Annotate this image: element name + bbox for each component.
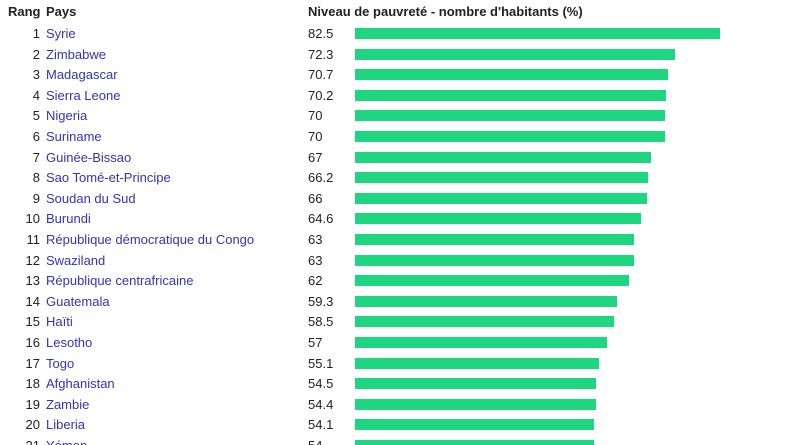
rank: 13 [25,273,40,289]
bar [355,172,648,184]
rank: 3 [32,67,40,83]
rank: 5 [32,108,40,124]
value-label: 70 [308,108,323,124]
value-label: 54.1 [308,417,334,433]
country-link[interactable]: Yémen [46,438,87,445]
rank: 10 [25,211,40,227]
country-link[interactable]: République démocratique du Congo [46,232,255,247]
bar [355,110,665,122]
rank: 18 [25,376,40,392]
value-label: 63 [308,232,323,247]
rank: 15 [25,314,40,330]
value-label: 54.4 [308,396,334,412]
value-label: 54.5 [308,376,334,392]
value-label: 72.3 [308,46,334,62]
rank: 17 [25,355,40,371]
bar [355,275,630,287]
country-link[interactable]: Burundi [46,211,91,227]
value-label: 54 [308,438,322,445]
rank: 16 [25,335,40,350]
bar [355,337,608,348]
value-label: 59.3 [308,293,334,309]
value-label: 66 [308,190,323,206]
rank: 6 [32,129,40,144]
bar [355,69,668,81]
value-label: 55.1 [308,355,334,371]
country-link[interactable]: République centrafricaine [46,273,194,289]
bar [355,28,720,39]
rank: 1 [32,26,40,41]
rank: 14 [25,293,40,309]
value-label: 57 [308,335,323,350]
rank: 19 [25,396,40,412]
bar [355,357,599,369]
rank: 11 [26,232,41,247]
bar [355,151,652,163]
country-link[interactable]: Sao Tomé-et-Principe [46,170,171,186]
country-link[interactable]: Guatemala [46,293,110,309]
rank: 12 [25,252,40,268]
value-label: 62 [308,273,323,289]
bar [355,316,614,328]
country-link[interactable]: Swaziland [46,252,106,268]
rank: 2 [32,46,40,62]
country-link[interactable]: Guinée-Bissao [46,149,132,165]
rank: 7 [32,149,40,165]
rank: 21 [8,438,40,445]
bar [355,48,675,60]
rank: 4 [32,87,40,103]
bar [355,440,594,445]
value-label: 66.2 [308,170,334,186]
rank-header: Rang [8,4,41,19]
country-link[interactable]: Soudan du Sud [46,190,136,206]
bar [355,398,596,410]
bar [355,192,647,204]
value-label: 58.5 [308,314,334,330]
country-link[interactable]: Afghanistan [46,376,115,392]
bar [355,213,641,225]
country-link[interactable]: Suriname [46,129,102,144]
value-label: 67 [308,149,323,165]
rank: 8 [32,170,40,186]
country-link[interactable]: Nigeria [46,108,88,124]
rank: 20 [25,417,40,433]
country-link[interactable]: Zimbabwe [46,46,106,62]
country-link[interactable]: Liberia [46,417,86,433]
bar [355,89,666,101]
bar [355,295,618,307]
bar [355,234,634,245]
country-link[interactable]: Haïti [46,314,73,330]
value-label: 70 [308,129,323,144]
country-header: Pays [46,4,77,19]
country-link[interactable]: Madagascar [46,67,118,83]
country-link[interactable]: Syrie [46,26,76,41]
bar [355,378,597,390]
value-label: 82.5 [308,26,334,41]
value-label: 63 [308,252,323,268]
value-label: 70.2 [308,87,334,103]
bar [355,131,665,142]
country-link[interactable]: Sierra Leone [46,87,121,103]
rank: 9 [32,190,40,206]
bar [355,254,634,266]
value-label: 70.7 [308,67,334,83]
country-link[interactable]: Lesotho [46,335,93,350]
value-header: Niveau de pauvreté - nombre d'habitants … [308,4,583,19]
bar [355,419,595,431]
country-link[interactable]: Togo [46,355,75,371]
value-label: 64.6 [308,211,334,227]
country-link[interactable]: Zambie [46,396,90,412]
